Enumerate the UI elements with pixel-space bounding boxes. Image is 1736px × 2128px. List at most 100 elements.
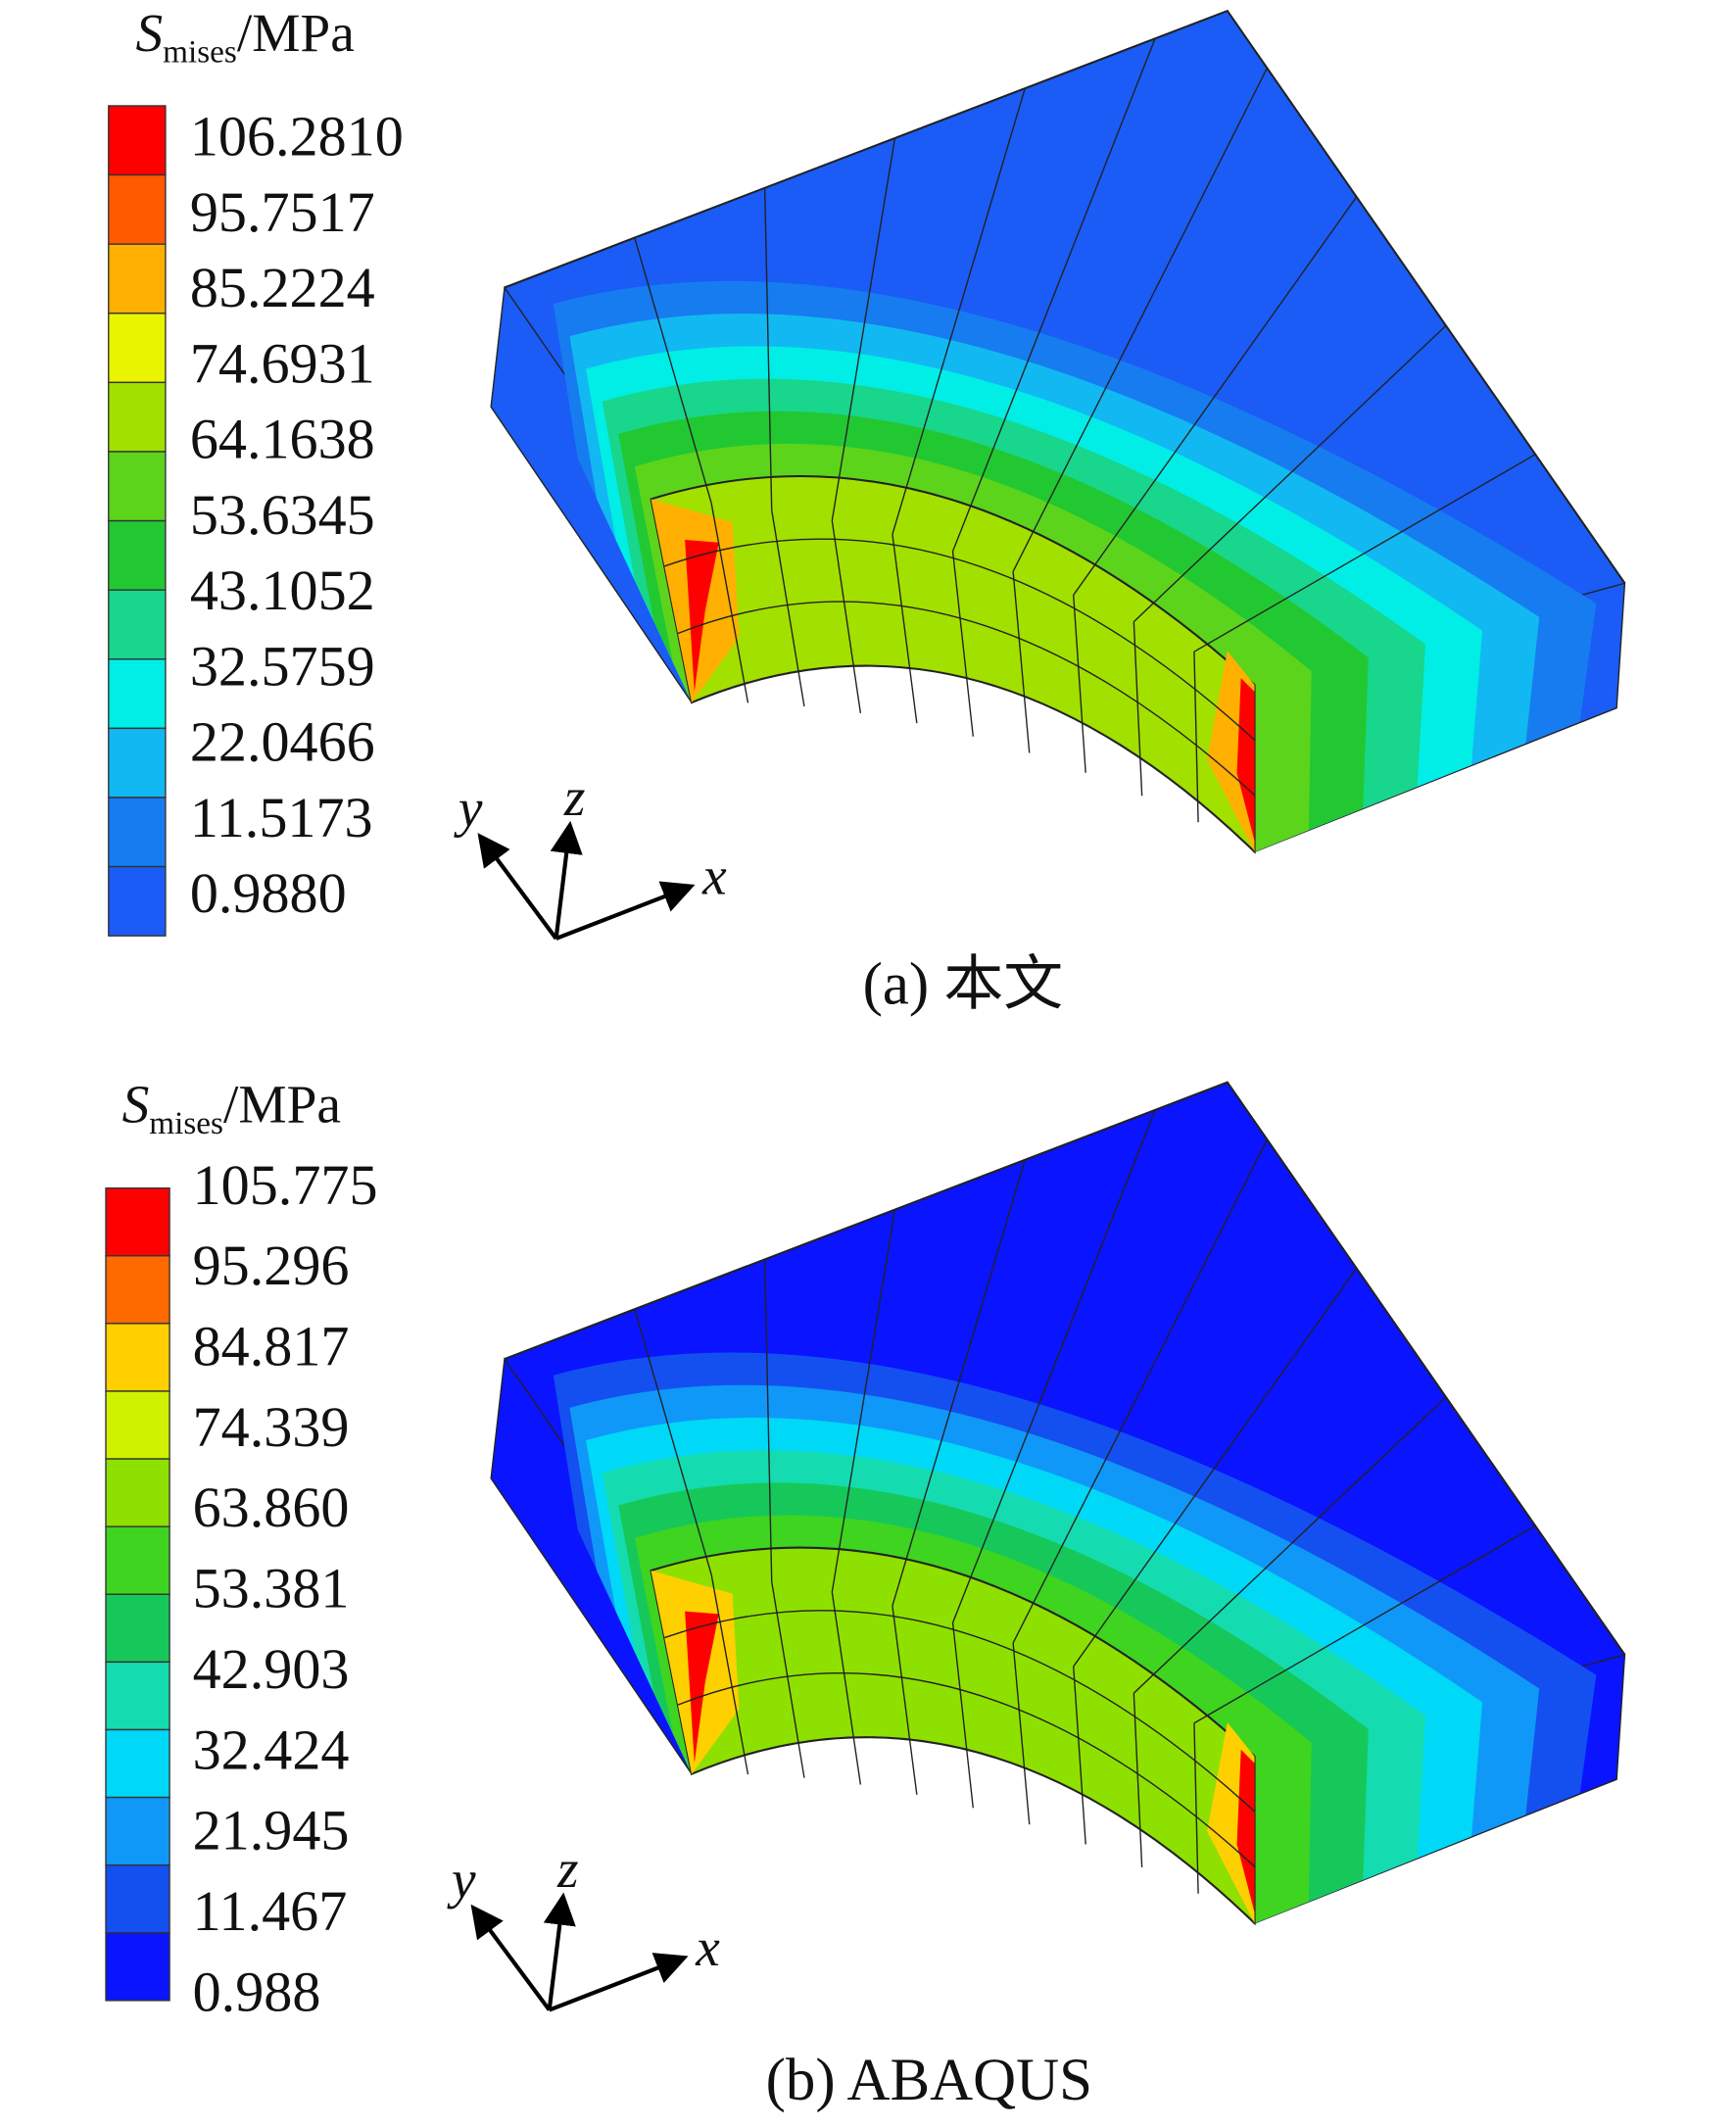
legend-label: 85.2224 [190, 256, 375, 319]
mesh-line [710, 503, 749, 703]
mesh-line [663, 538, 1255, 741]
mesh-line [1012, 571, 1031, 753]
mesh-line [831, 520, 862, 713]
legend-swatch [105, 1796, 170, 1866]
mesh-line [1133, 1693, 1143, 1867]
legend-label: 11.467 [193, 1879, 348, 1943]
legend-label: 42.903 [193, 1637, 350, 1701]
mesh-line [951, 551, 974, 737]
mesh-line [1012, 1138, 1269, 1644]
hot-spot [1236, 678, 1255, 842]
mesh-line [1012, 1642, 1031, 1825]
legend-swatch [105, 1186, 170, 1257]
subscript: mises [163, 33, 237, 70]
legend-swatch [105, 1323, 170, 1392]
legend-swatch [105, 1390, 170, 1460]
legend-label: 32.5759 [190, 634, 375, 698]
mesh-line [677, 1672, 1255, 1867]
symbol: S [122, 1074, 150, 1134]
legend-swatch [108, 519, 167, 591]
legend-swatch [105, 1932, 170, 2002]
legend-label: 64.1638 [190, 408, 375, 471]
caption: (b) ABAQUS [766, 2048, 1092, 2113]
axis-label: y [447, 1850, 476, 1910]
axis-label: x [695, 1917, 720, 1977]
mesh-line [892, 1605, 918, 1795]
legend-swatch [105, 1661, 170, 1731]
axis-arrow [555, 881, 696, 941]
unit: /MPa [237, 2, 355, 62]
legend-label: 43.1052 [190, 558, 375, 622]
legend-swatch [108, 727, 167, 798]
mesh-line [1133, 1396, 1447, 1694]
subscript: mises [149, 1105, 223, 1141]
axis-label: y [454, 778, 483, 838]
legend-swatch [105, 1458, 170, 1527]
outline [504, 1081, 1626, 1656]
legend-swatch [108, 865, 167, 937]
mesh-line [1073, 196, 1358, 596]
mesh-line [892, 87, 1026, 535]
mesh-line [634, 1309, 712, 1575]
legend-label: 63.860 [193, 1475, 350, 1539]
legend-label: 105.775 [193, 1153, 378, 1217]
mesh-line [1073, 595, 1086, 773]
legend-label: 84.817 [193, 1315, 350, 1378]
legend-swatch [108, 173, 167, 245]
mesh-line [892, 1159, 1026, 1607]
legend-label: 0.988 [193, 1959, 321, 2023]
legend-label: 11.5173 [190, 786, 373, 849]
legend-label: 53.381 [193, 1557, 350, 1620]
stress-band [634, 1515, 1312, 1923]
hot-spot [1236, 1749, 1255, 1912]
mesh-line [1193, 1722, 1199, 1894]
legend-swatch [108, 589, 167, 660]
axis-arrow [470, 1904, 552, 2011]
axis-arrow [477, 833, 558, 941]
legend-label: 95.296 [193, 1233, 350, 1297]
axis-label: z [556, 1839, 579, 1899]
legend-label: 74.339 [193, 1395, 350, 1459]
symbol: S [135, 2, 163, 62]
legend-swatch [108, 658, 167, 730]
legend-label: 0.9880 [190, 861, 347, 925]
hot-spot [685, 1611, 719, 1764]
legend-swatch [108, 797, 167, 868]
legend-title: Smises/MPa [122, 1074, 341, 1141]
mesh-line [1193, 652, 1199, 823]
mesh-line [1193, 1524, 1536, 1724]
mesh-line [831, 1209, 896, 1593]
mesh-line [763, 1259, 773, 1582]
panel: Smises/MPa 106.2810 95.7517 85.2224 74.6931 6… [108, 2, 1626, 1018]
mesh-line [951, 38, 1156, 552]
axis-label: z [563, 767, 586, 827]
caption: (a) 本文 [863, 952, 1064, 1018]
legend-label: 21.945 [193, 1799, 350, 1862]
mesh-line [831, 1591, 862, 1785]
mesh-line [771, 1581, 805, 1778]
stress-band [634, 443, 1312, 852]
mesh-line [663, 1610, 1255, 1813]
legend-label: 22.0466 [190, 710, 375, 774]
legend-swatch [105, 1593, 170, 1664]
axis-label: x [701, 846, 727, 906]
axis-arrow [548, 1953, 689, 2012]
legend-swatch [108, 381, 167, 453]
legend-swatch [105, 1255, 170, 1325]
legend-title: Smises/MPa [135, 2, 354, 70]
mesh-line [951, 1109, 1156, 1623]
legend-label: 74.6931 [190, 331, 375, 395]
mesh-line [763, 187, 773, 510]
legend-label: 95.7517 [190, 180, 375, 244]
legend-swatch [108, 451, 167, 522]
mesh-line [634, 237, 712, 504]
mesh-line [1133, 621, 1143, 797]
mesh-line [951, 1622, 974, 1809]
legend-swatch [108, 105, 167, 176]
legend-swatch [108, 313, 167, 384]
legend-label: 32.424 [193, 1717, 350, 1781]
mesh-line [1133, 324, 1447, 623]
legend-swatch [108, 243, 167, 314]
mesh-line [710, 1573, 749, 1775]
